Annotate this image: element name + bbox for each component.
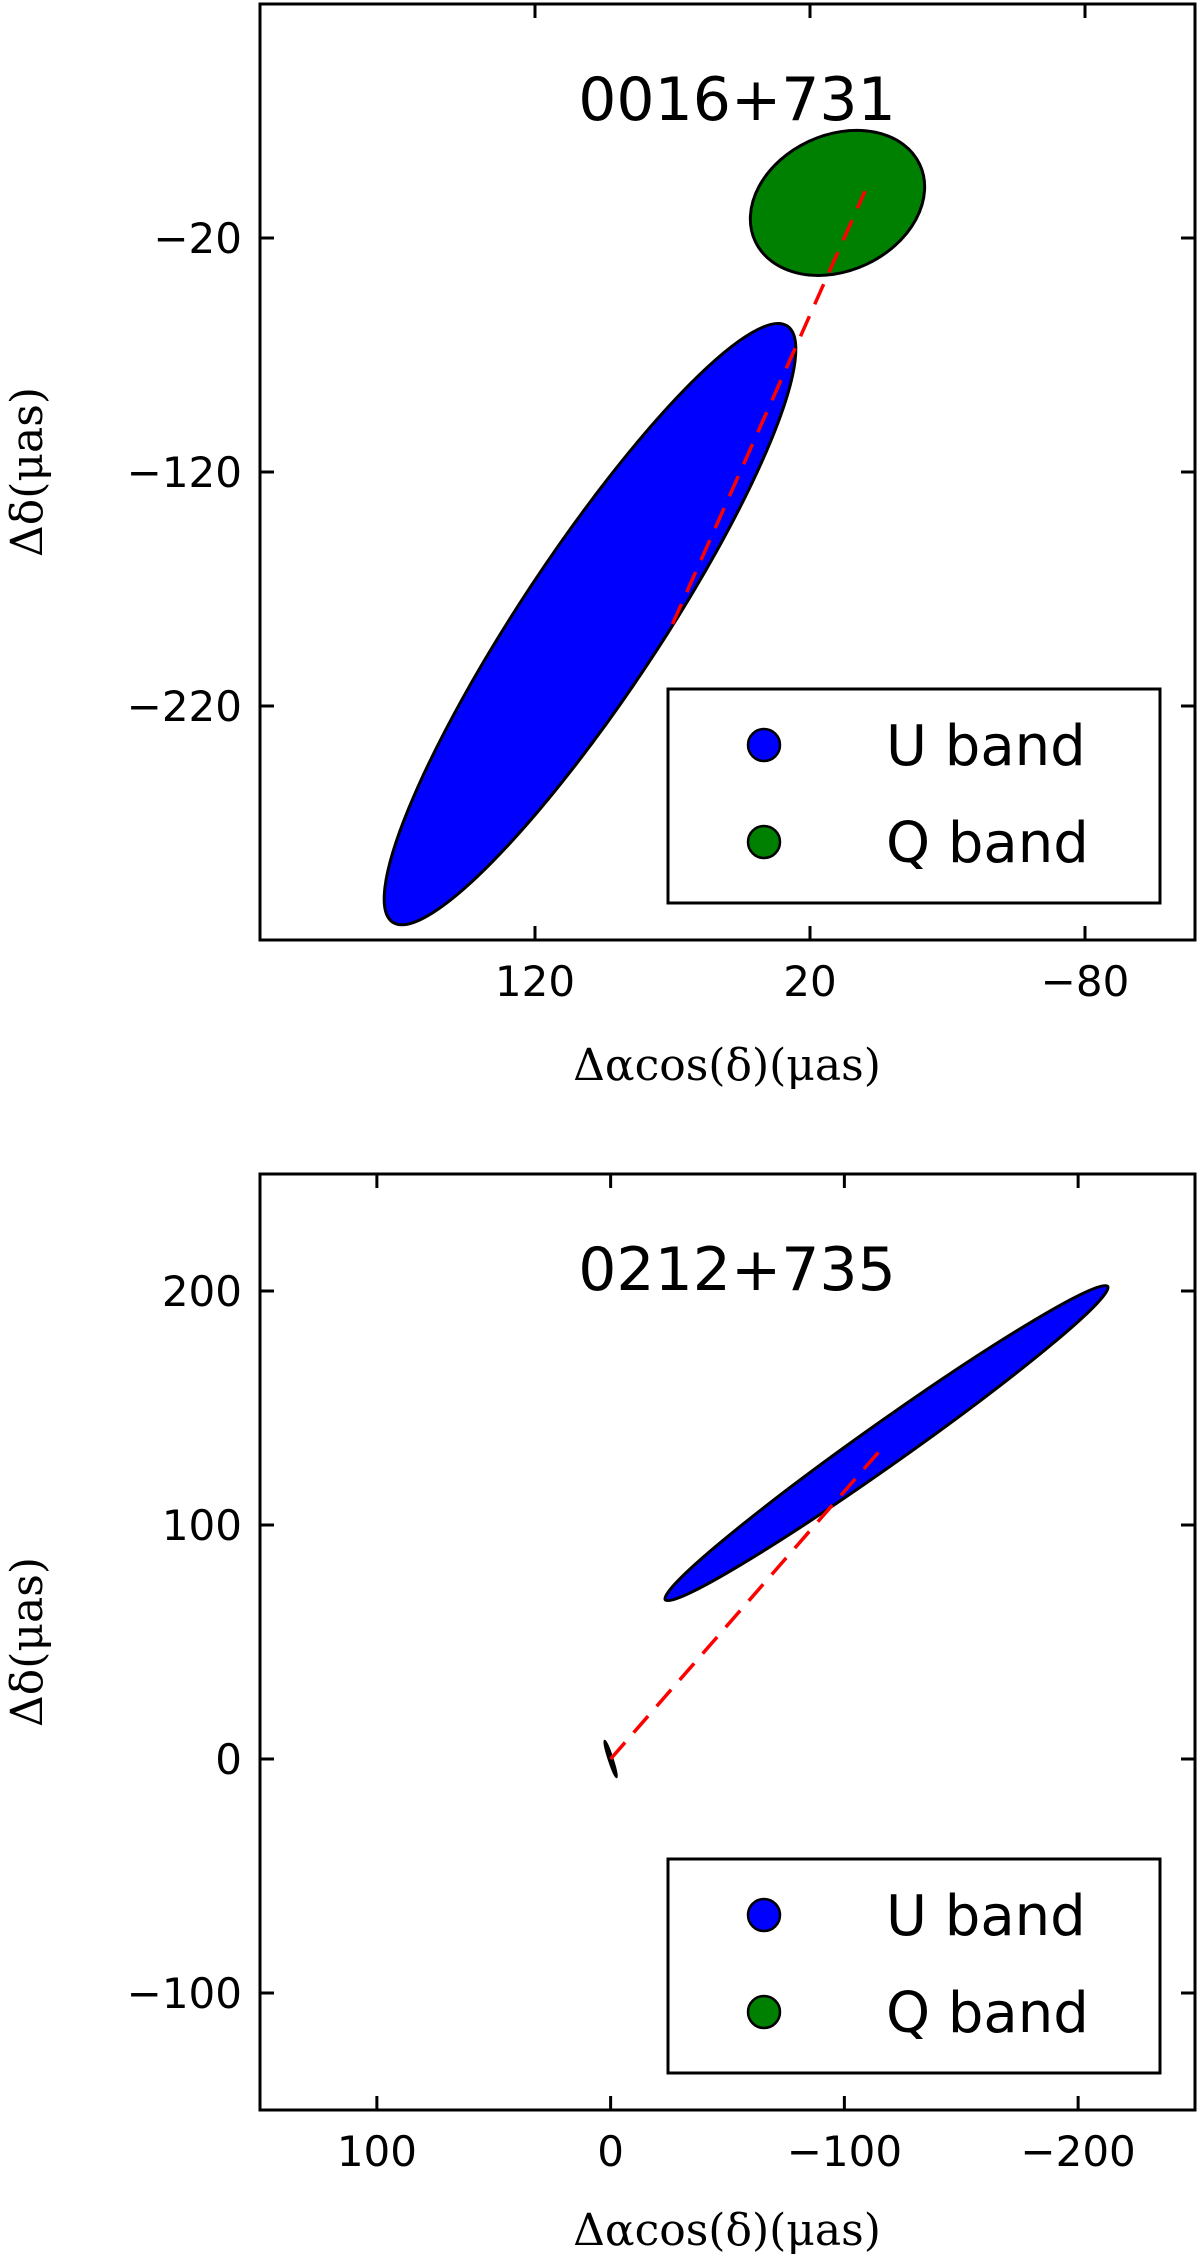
legend-label-u-band: U band xyxy=(886,714,1086,779)
legend-marker-u-band xyxy=(746,1897,782,1933)
plot-frame xyxy=(258,1172,1197,2112)
chart-panel-0016: 120 20 −80 −20 −120 −220 0016+731 Δαcos(δ)(μa… xyxy=(2,2,1197,1091)
y-tick-label: 100 xyxy=(162,1501,242,1550)
legend: U band Q band xyxy=(666,687,1162,905)
y-axis-label: Δδ(μas) xyxy=(2,387,53,557)
legend-marker-u-band xyxy=(746,727,782,763)
y-tick-label: −220 xyxy=(127,682,242,731)
legend-label-q-band: Q band xyxy=(886,1981,1089,2046)
offset-line xyxy=(609,1441,888,1761)
legend-marker-q-band xyxy=(746,824,782,860)
y-tick-label: 0 xyxy=(215,1735,242,1784)
x-tick-label: −100 xyxy=(787,2127,902,2176)
chart-title: 0016+731 xyxy=(578,65,896,135)
legend-box xyxy=(666,687,1162,905)
y-tick-label: 200 xyxy=(162,1267,242,1316)
axis-ticks: 100 0 −100 −200 200 100 0 −100 xyxy=(127,1174,1195,2176)
x-tick-label: −80 xyxy=(1041,957,1130,1006)
ellipse-q-band xyxy=(748,128,927,277)
legend-marker-q-band xyxy=(746,1994,782,2030)
x-axis-label: Δαcos(δ)(μas) xyxy=(573,1040,881,1091)
x-tick-label: 120 xyxy=(495,957,575,1006)
x-tick-label: 100 xyxy=(337,2127,417,2176)
data-marks xyxy=(382,128,927,927)
legend-label-q-band: Q band xyxy=(886,811,1089,876)
y-tick-label: −100 xyxy=(127,1969,242,2018)
axis-ticks: 120 20 −80 −20 −120 −220 xyxy=(127,4,1195,1006)
ellipse-u-band xyxy=(382,321,798,927)
chart-title: 0212+735 xyxy=(578,1235,896,1305)
legend-label-u-band: U band xyxy=(886,1884,1086,1949)
legend-box xyxy=(666,1857,1162,2075)
y-axis-label: Δδ(μas) xyxy=(2,1557,53,1727)
y-tick-label: −120 xyxy=(127,448,242,497)
x-tick-label: 20 xyxy=(783,957,836,1006)
ellipse-u-band xyxy=(663,1283,1110,1603)
x-axis-label: Δαcos(δ)(μas) xyxy=(573,2205,881,2256)
chart-panel-0212: 100 0 −100 −200 200 100 0 −100 0212+735 Δαcos(δ… xyxy=(2,1172,1197,2256)
x-tick-label: −200 xyxy=(1020,2127,1135,2176)
y-tick-label: −20 xyxy=(153,214,242,263)
offset-line xyxy=(670,190,867,625)
x-tick-label: 0 xyxy=(597,2127,624,2176)
data-marks xyxy=(603,1283,1110,1779)
legend: U band Q band xyxy=(666,1857,1162,2075)
